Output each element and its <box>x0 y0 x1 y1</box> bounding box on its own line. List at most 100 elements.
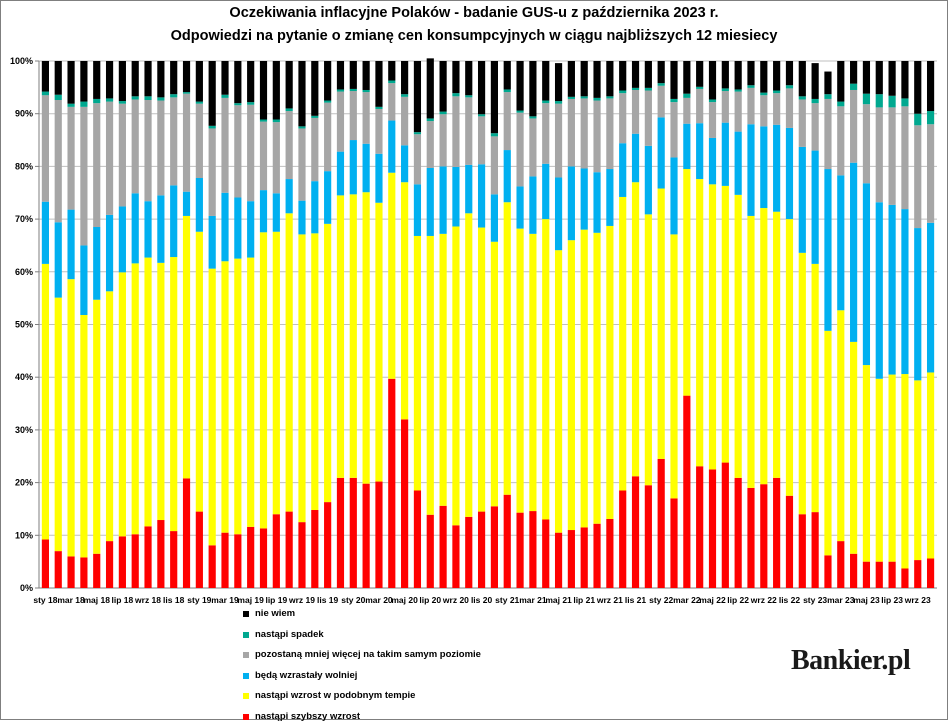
bar-segment <box>80 245 88 316</box>
bar-segment <box>311 181 319 234</box>
bar-segment <box>182 93 191 192</box>
bar-segment <box>490 61 498 134</box>
x-tick-label: lis 18 <box>163 595 185 605</box>
bar-segment <box>554 177 563 251</box>
bar-segment <box>477 116 486 165</box>
bar-segment <box>824 330 832 556</box>
bar-segment <box>606 518 614 588</box>
bar-segment <box>426 121 434 168</box>
bar-segment <box>41 61 49 92</box>
bar-segment <box>285 61 293 109</box>
bar-segment <box>272 122 280 194</box>
bar-segment <box>567 530 575 588</box>
bar-segment <box>901 568 909 588</box>
bar-segment <box>554 250 563 533</box>
bar-segment <box>144 201 152 258</box>
legend-swatch <box>243 631 249 638</box>
bar-segment <box>631 133 640 183</box>
bar-segment <box>452 226 460 526</box>
bar-segment <box>131 61 139 97</box>
bar-segment <box>80 557 88 588</box>
bar-segment <box>580 98 588 169</box>
x-tick-label: wrz 22 <box>750 595 777 605</box>
x-tick-label: mar 21 <box>519 595 547 605</box>
bar-segment <box>80 106 88 246</box>
bar-segment <box>862 104 871 184</box>
bar-segment <box>401 182 409 420</box>
bar-segment <box>452 525 460 588</box>
bar-segment <box>298 128 306 201</box>
bar-segment <box>567 240 575 531</box>
bar-segment <box>760 95 768 127</box>
bar-segment <box>503 150 511 203</box>
bar-segment <box>593 232 601 524</box>
bar-segment <box>388 120 396 173</box>
bar-segment <box>195 61 203 102</box>
bar-segment <box>824 98 832 170</box>
bar-segment <box>657 61 665 84</box>
bar-segment <box>785 88 794 128</box>
chart-title: Oczekiwania inflacyjne Polaków - badanie… <box>229 5 719 21</box>
bar-segment <box>554 532 563 588</box>
bar-segment <box>747 124 755 216</box>
x-tick-label: mar 20 <box>365 595 393 605</box>
bar-segment <box>798 252 806 515</box>
bar-segment <box>683 169 691 396</box>
bar-segment <box>811 103 819 151</box>
bar-segment <box>477 227 486 512</box>
bar-segment <box>798 99 806 147</box>
bar-segment <box>606 61 614 97</box>
y-tick-label: 10% <box>15 530 33 540</box>
bar-segment <box>926 372 935 559</box>
bar-segment <box>901 98 909 107</box>
bar-segment <box>247 201 255 258</box>
bar-segment <box>439 111 447 115</box>
bar-segment <box>734 61 742 90</box>
bar-segment <box>234 61 242 104</box>
bar-segment <box>760 92 768 96</box>
bar-segment <box>516 186 524 229</box>
bar-segment <box>721 61 729 89</box>
y-tick-label: 20% <box>15 478 33 488</box>
bar-segment <box>747 61 755 86</box>
x-tick-label: sty 19 <box>187 595 211 605</box>
x-tick-label: mar 18 <box>57 595 85 605</box>
bar-segment <box>477 114 486 117</box>
bar-segment <box>619 143 627 197</box>
bar-segment <box>221 192 229 262</box>
bar-segment <box>259 61 268 120</box>
bar-segment <box>259 119 268 122</box>
x-tick-label: sty 20 <box>341 595 365 605</box>
bar-segment <box>554 63 563 102</box>
bar-segment <box>516 110 524 113</box>
bar-segment <box>93 227 101 300</box>
bar-segment <box>747 85 755 88</box>
x-tick-label: sty 21 <box>495 595 519 605</box>
bar-segment <box>413 132 422 135</box>
bar-segment <box>375 481 383 588</box>
bar-segment <box>465 516 473 588</box>
bar-segment <box>888 204 896 375</box>
bar-segment <box>413 490 422 588</box>
bar-segment <box>298 126 306 129</box>
bar-segment <box>811 98 819 104</box>
bar-segment <box>477 511 486 588</box>
bar-segment <box>41 91 49 96</box>
bar-segment <box>670 234 678 499</box>
bar-segment <box>426 58 434 119</box>
bar-segment <box>67 556 75 588</box>
bar-segment <box>696 61 704 87</box>
bar-segment <box>721 185 729 463</box>
bar-segment <box>747 487 755 588</box>
bar-segment <box>914 380 922 561</box>
bar-segment <box>80 315 88 558</box>
bar-segment <box>259 121 268 191</box>
bar-segment <box>336 89 345 92</box>
bar-segment <box>657 85 665 118</box>
bar-segment <box>683 93 691 98</box>
bar-segment <box>914 61 922 114</box>
bar-segment <box>670 157 678 235</box>
bar-segment <box>157 520 165 588</box>
bar-segment <box>131 263 139 535</box>
bar-segment <box>375 108 383 154</box>
